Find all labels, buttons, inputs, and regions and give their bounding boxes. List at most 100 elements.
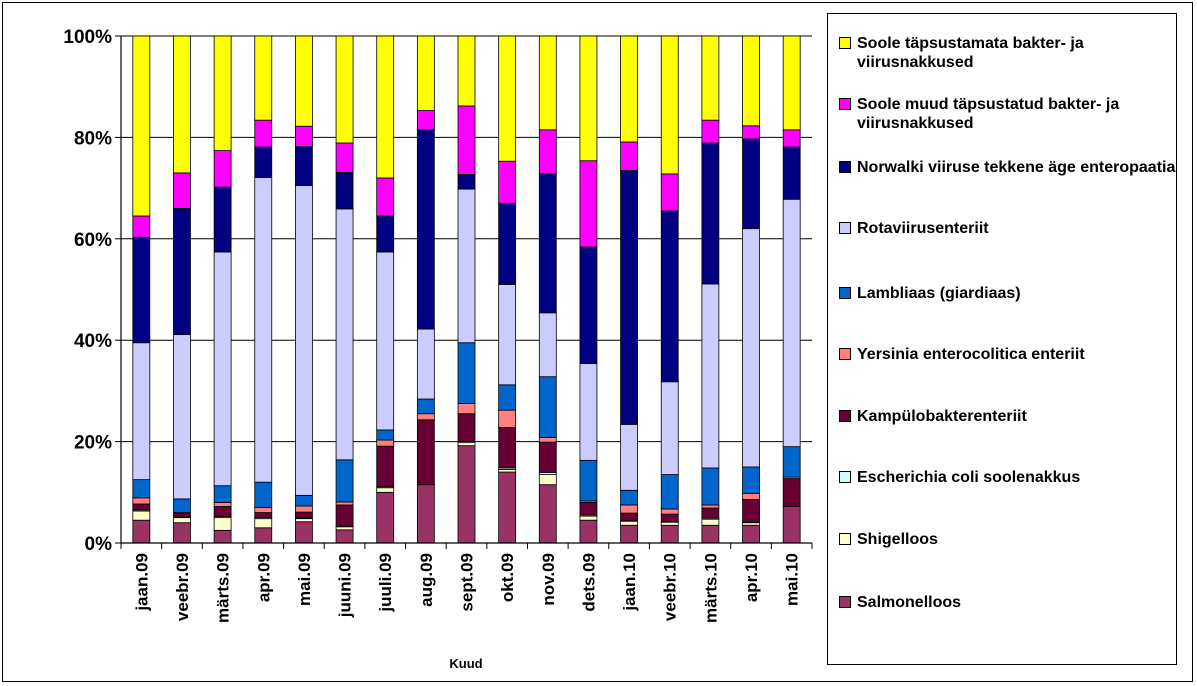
legend-item: Soole täpsustamata bakter- ja viirusnakk… <box>839 34 1177 72</box>
bar-segment <box>254 35 273 121</box>
x-tick-label: sept.09 <box>458 553 477 612</box>
legend-item: Rotaviirusenteriit <box>839 219 1177 238</box>
bar-segment <box>416 413 435 421</box>
x-tick-label: nov.09 <box>539 553 558 606</box>
bar-segment <box>620 524 638 544</box>
bar-segment <box>782 129 801 148</box>
bar-segment <box>742 466 760 494</box>
legend-swatch <box>839 348 851 360</box>
legend-swatch <box>839 410 851 422</box>
legend-label: Salmonelloos <box>857 594 962 611</box>
bar-segment <box>295 511 313 519</box>
legend-swatch <box>839 37 851 49</box>
legend-label: Shigelloos <box>857 531 938 548</box>
legend-swatch <box>839 471 851 483</box>
bar-segment <box>701 35 720 121</box>
bar-segment <box>538 474 557 486</box>
bar-segment <box>295 125 313 147</box>
legend-label: Soole muud täpsustatud bakter- ja viirus… <box>857 96 1120 132</box>
x-axis-label: Kuud <box>449 656 482 671</box>
bar-segment <box>132 35 151 217</box>
x-tick-label: märts.09 <box>214 553 233 623</box>
bar-segment <box>701 518 720 526</box>
bar-segment <box>782 35 801 131</box>
bar-segment <box>254 512 273 519</box>
x-tick-label: jaan.10 <box>620 553 639 612</box>
bar-segment <box>579 502 598 516</box>
bar-segment <box>620 512 638 522</box>
bar-segment <box>498 409 517 428</box>
y-tick-label: 0% <box>85 534 113 555</box>
bar-segment <box>376 491 395 544</box>
bar-segment <box>538 437 557 443</box>
bar-segment <box>498 384 517 411</box>
legend-swatch <box>839 161 851 173</box>
stacked-bar-chart: 0% 20% 40% 60% 80% 100% jaan.09 veebr.09 märts.… <box>63 27 813 671</box>
bar-segment <box>213 186 232 253</box>
bar-segment <box>376 487 395 493</box>
bar-segment <box>620 504 638 514</box>
bar-segment <box>701 504 720 509</box>
x-tick-label: dets.09 <box>579 553 598 612</box>
x-tick-label: juuni.09 <box>336 553 355 618</box>
x-tick-label: jaan.09 <box>132 553 151 612</box>
bar-segment <box>538 312 557 378</box>
bar-segment <box>254 481 273 508</box>
bar-segment <box>132 497 151 505</box>
bar-segment <box>782 446 801 478</box>
bar-segment <box>742 138 760 230</box>
bar-segment <box>335 459 354 503</box>
bar-segment <box>335 208 354 461</box>
bar-segment <box>660 173 679 212</box>
bar-segment <box>579 519 598 544</box>
bar-segment <box>213 506 232 518</box>
bar-segment <box>742 524 760 544</box>
bar-segment <box>173 172 191 209</box>
bar-segment <box>457 413 476 442</box>
bar-segment <box>376 215 395 253</box>
bar-segment <box>782 478 801 507</box>
x-tick-label: juuli.09 <box>376 553 395 613</box>
bar-segment <box>416 328 435 400</box>
bar-segment <box>254 527 273 544</box>
legend-label: Soole täpsustamata bakter- ja viirusnakk… <box>857 35 1084 71</box>
bar-segment <box>376 177 395 217</box>
bar-segment <box>742 125 760 140</box>
axes <box>115 35 813 549</box>
bar-segment <box>620 169 638 425</box>
legend: Soole täpsustamata bakter- ja viirusnakk… <box>827 13 1177 665</box>
bar-segment <box>295 185 313 496</box>
bar-segment <box>295 521 313 544</box>
bar-segment <box>173 207 191 336</box>
legend-item: Norwalki viiruse tekkene äge enteropaati… <box>839 158 1177 177</box>
bar-segment <box>579 459 598 502</box>
bar-segment <box>254 518 273 529</box>
bar-segment <box>213 251 232 487</box>
bar-segment <box>295 505 313 513</box>
legend-swatch <box>839 287 851 299</box>
bar-segment <box>416 129 435 330</box>
bar-segment <box>213 502 232 507</box>
bar-segment <box>335 142 354 173</box>
x-tick-label: mai.09 <box>295 553 314 606</box>
legend-label: Lambliaas (giardiaas) <box>857 285 1021 302</box>
y-tick-label: 20% <box>74 433 112 454</box>
legend-label: Norwalki viiruse tekkene äge enteropaati… <box>857 159 1176 176</box>
bar-segment <box>335 504 354 527</box>
bar-segment <box>660 210 679 383</box>
bar-segment <box>742 498 760 523</box>
bar-segment <box>213 150 232 188</box>
bar-segment <box>660 508 679 515</box>
legend-item: Salmonelloos <box>839 593 1177 612</box>
x-tick-label: veebr.10 <box>661 553 680 621</box>
x-tick-label: okt.09 <box>498 553 517 602</box>
bar-segment <box>579 160 598 248</box>
bar-segment <box>376 445 395 488</box>
legend-label: Yersinia enterocolitica enteriit <box>857 346 1085 363</box>
bar-segment <box>132 342 151 481</box>
bar-segment <box>457 342 476 404</box>
legend-label: Kampülobakterenteriit <box>857 408 1027 425</box>
bar-segment <box>701 507 720 519</box>
bar-segment <box>579 363 598 461</box>
y-tick-label: 60% <box>74 230 112 251</box>
